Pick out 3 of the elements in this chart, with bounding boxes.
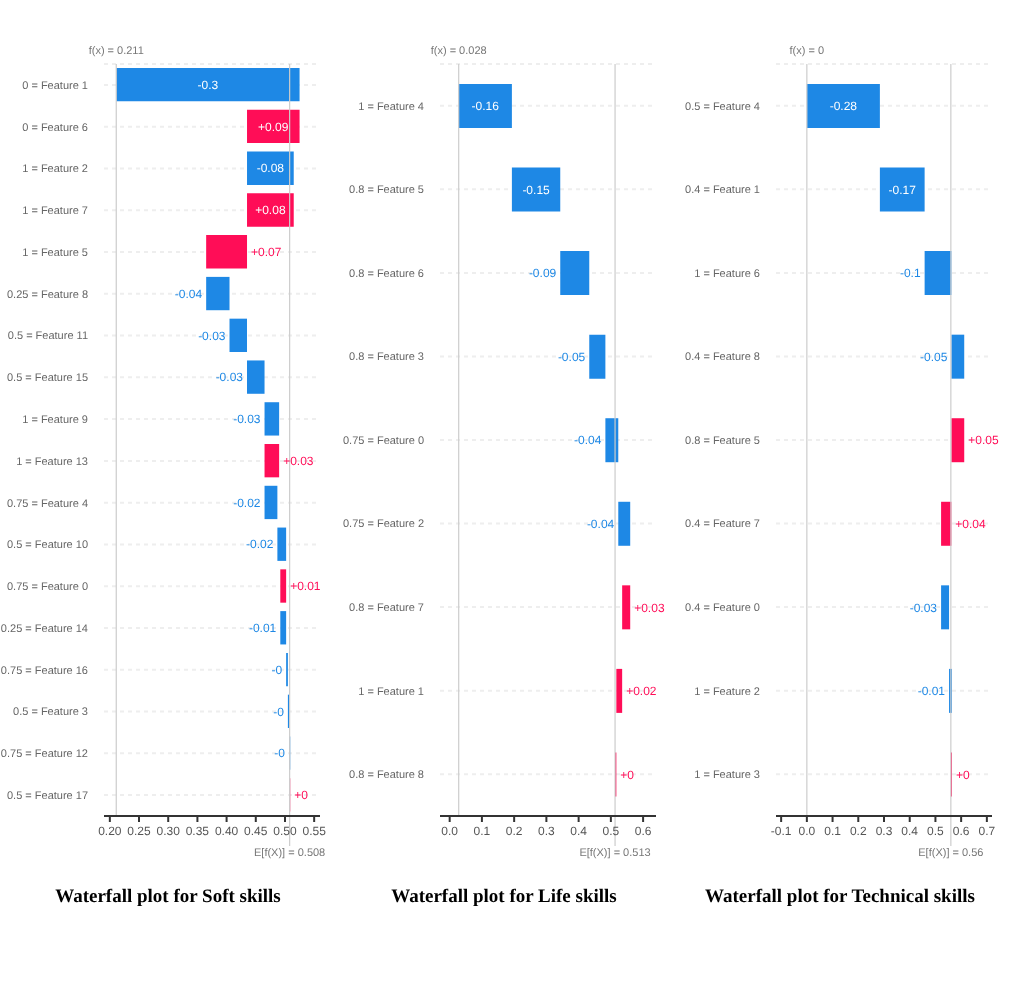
text: Waterfall plot for Life skills [391,888,617,908]
text: Waterfall plot for Technical skills [705,888,975,908]
text: Waterfall plot for Soft skills [55,888,281,908]
